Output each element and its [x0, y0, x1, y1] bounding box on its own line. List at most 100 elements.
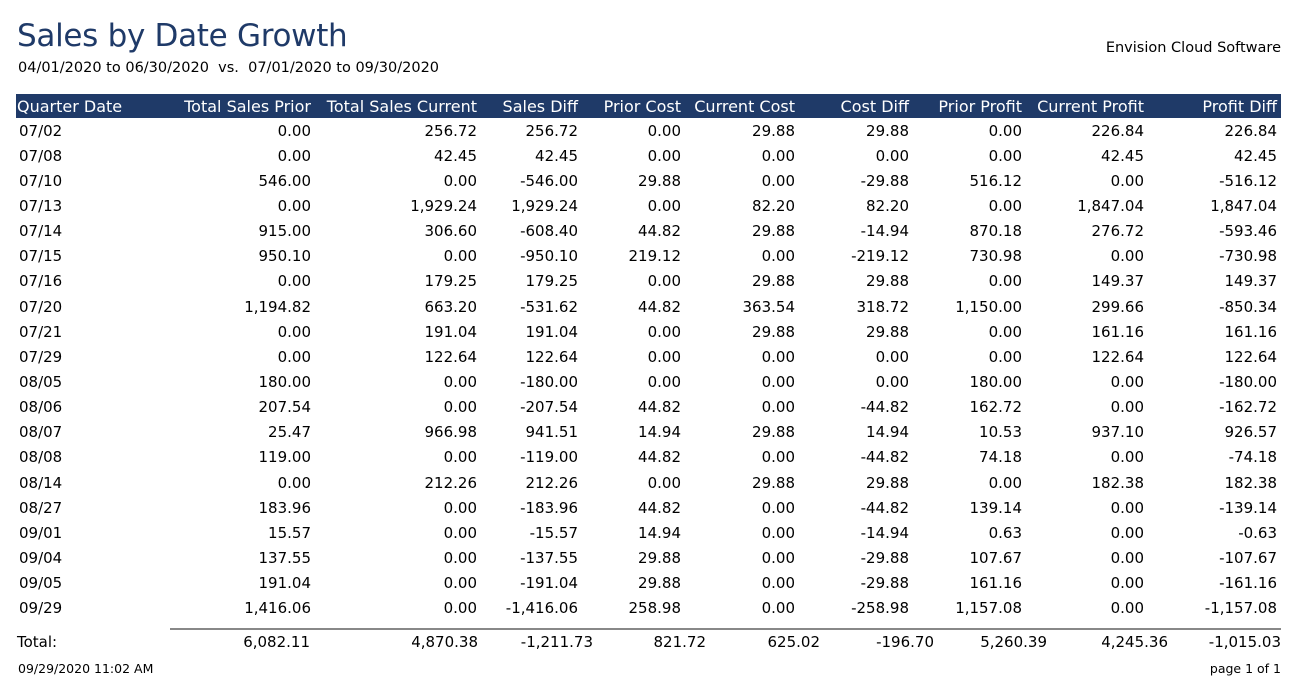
- table-row: 08/06 207.54 0.00 -207.54 44.82 0.00 -44.82 162…: [16, 395, 1281, 420]
- cell-total-sales-current: 212.26: [424, 473, 478, 492]
- cell-current-cost: 29.88: [752, 222, 795, 241]
- cell-current-cost: 0.00: [761, 448, 795, 467]
- cell-current-profit: 1,847.04: [1077, 196, 1144, 215]
- cell-total-sales-prior: 180.00: [258, 372, 312, 391]
- cell-current-cost: 29.88: [752, 473, 795, 492]
- cell-sales-diff: -137.55: [520, 548, 578, 567]
- cell-profit-diff: -730.98: [1219, 247, 1277, 266]
- column-header-quarter-date: Quarter Date: [16, 94, 124, 118]
- table-row: 08/27 183.96 0.00 -183.96 44.82 0.00 -44.82 139…: [16, 495, 1281, 520]
- cell-profit-diff: -107.67: [1219, 548, 1277, 567]
- cell-total-sales-current: 1,929.24: [410, 196, 477, 215]
- totals-sales-diff: -1,211.73: [520, 633, 593, 651]
- totals-cost-diff: -196.70: [876, 633, 934, 651]
- cell-total-sales-current: 122.64: [424, 347, 478, 366]
- cell-total-sales-current: 256.72: [424, 121, 478, 140]
- totals-profit-diff: -1,015.03: [1208, 633, 1281, 651]
- cell-current-profit: 0.00: [1110, 372, 1144, 391]
- cell-sales-diff: 191.04: [525, 322, 579, 341]
- cell-quarter-date: 09/05: [19, 574, 63, 593]
- cell-current-profit: 0.00: [1110, 548, 1144, 567]
- cell-profit-diff: 42.45: [1234, 146, 1277, 165]
- column-header-current-profit: Current Profit: [1026, 94, 1148, 118]
- cell-prior-cost: 14.94: [638, 423, 681, 442]
- cell-cost-diff: 29.88: [866, 121, 909, 140]
- cell-cost-diff: -44.82: [860, 498, 909, 517]
- table-row: 08/07 25.47 966.98 941.51 14.94 29.88 14.94 10.…: [16, 420, 1281, 445]
- cell-cost-diff: 29.88: [866, 272, 909, 291]
- cell-prior-profit: 0.00: [988, 347, 1022, 366]
- cell-prior-cost: 0.00: [647, 372, 681, 391]
- cell-current-cost: 29.88: [752, 272, 795, 291]
- cell-total-sales-prior: 15.57: [268, 523, 311, 542]
- cell-current-cost: 0.00: [761, 523, 795, 542]
- cell-total-sales-current: 306.60: [424, 222, 478, 241]
- cell-prior-cost: 44.82: [638, 498, 681, 517]
- cell-quarter-date: 07/14: [19, 222, 63, 241]
- cell-prior-profit: 870.18: [969, 222, 1023, 241]
- totals-divider: [170, 628, 1281, 630]
- cell-current-profit: 0.00: [1110, 247, 1144, 266]
- table-row: 07/21 0.00 191.04 191.04 0.00 29.88 29.88 0.00 1…: [16, 319, 1281, 344]
- cell-cost-diff: -219.12: [851, 247, 909, 266]
- cell-sales-diff: 179.25: [525, 272, 579, 291]
- cell-profit-diff: -1,157.08: [1204, 599, 1277, 618]
- cell-sales-diff: -1,416.06: [505, 599, 578, 618]
- cell-total-sales-current: 0.00: [443, 599, 477, 618]
- cell-prior-cost: 0.00: [647, 121, 681, 140]
- cell-prior-profit: 0.00: [988, 473, 1022, 492]
- cell-cost-diff: 82.20: [866, 196, 909, 215]
- cell-total-sales-prior: 191.04: [258, 574, 312, 593]
- cell-profit-diff: 149.37: [1224, 272, 1278, 291]
- cell-cost-diff: -29.88: [860, 171, 909, 190]
- cell-prior-cost: 44.82: [638, 448, 681, 467]
- cell-profit-diff: 926.57: [1224, 423, 1278, 442]
- cell-sales-diff: -608.40: [520, 222, 578, 241]
- cell-total-sales-prior: 0.00: [277, 322, 311, 341]
- column-header-prior-profit: Prior Profit: [913, 94, 1026, 118]
- cell-cost-diff: 0.00: [875, 372, 909, 391]
- cell-quarter-date: 08/27: [19, 498, 63, 517]
- cell-current-cost: 82.20: [752, 196, 795, 215]
- cell-sales-diff: -546.00: [520, 171, 578, 190]
- cell-total-sales-current: 663.20: [424, 297, 478, 316]
- cell-quarter-date: 07/02: [19, 121, 63, 140]
- cell-current-cost: 0.00: [761, 599, 795, 618]
- column-header-sales-diff: Sales Diff: [481, 94, 582, 118]
- cell-prior-profit: 730.98: [969, 247, 1023, 266]
- cell-prior-cost: 0.00: [647, 322, 681, 341]
- cell-total-sales-current: 0.00: [443, 171, 477, 190]
- table-row: 08/08 119.00 0.00 -119.00 44.82 0.00 -44.82 74.…: [16, 445, 1281, 470]
- cell-current-cost: 0.00: [761, 574, 795, 593]
- cell-profit-diff: 182.38: [1224, 473, 1278, 492]
- cell-total-sales-current: 0.00: [443, 372, 477, 391]
- cell-total-sales-prior: 137.55: [258, 548, 312, 567]
- cell-prior-profit: 10.53: [979, 423, 1022, 442]
- table-row: 07/15 950.10 0.00 -950.10 219.12 0.00 -219.12 7…: [16, 244, 1281, 269]
- cell-sales-diff: -950.10: [520, 247, 578, 266]
- cell-total-sales-current: 0.00: [443, 548, 477, 567]
- cell-prior-profit: 74.18: [979, 448, 1022, 467]
- cell-current-profit: 42.45: [1101, 146, 1144, 165]
- cell-sales-diff: 256.72: [525, 121, 579, 140]
- cell-cost-diff: -44.82: [860, 398, 909, 417]
- table-row: 08/14 0.00 212.26 212.26 0.00 29.88 29.88 0.00 1…: [16, 470, 1281, 495]
- table-row: 07/14 915.00 306.60 -608.40 44.82 29.88 -14.94…: [16, 219, 1281, 244]
- cell-cost-diff: -29.88: [860, 548, 909, 567]
- cell-current-cost: 29.88: [752, 423, 795, 442]
- cell-current-cost: 0.00: [761, 398, 795, 417]
- cell-quarter-date: 08/05: [19, 372, 63, 391]
- table-row: 07/29 0.00 122.64 122.64 0.00 0.00 0.00 0.00 122…: [16, 344, 1281, 369]
- cell-sales-diff: -119.00: [520, 448, 578, 467]
- cell-sales-diff: -180.00: [520, 372, 578, 391]
- cell-prior-profit: 0.63: [988, 523, 1022, 542]
- table-row: 07/08 0.00 42.45 42.45 0.00 0.00 0.00 0.00 42.45…: [16, 143, 1281, 168]
- cell-profit-diff: -161.16: [1219, 574, 1277, 593]
- totals-current-profit: 4,245.36: [1101, 633, 1168, 651]
- cell-profit-diff: -0.63: [1238, 523, 1277, 542]
- cell-prior-profit: 0.00: [988, 146, 1022, 165]
- cell-quarter-date: 07/29: [19, 347, 63, 366]
- cell-cost-diff: 29.88: [866, 322, 909, 341]
- page-number: page 1 of 1: [1209, 661, 1281, 676]
- cell-current-profit: 0.00: [1110, 171, 1144, 190]
